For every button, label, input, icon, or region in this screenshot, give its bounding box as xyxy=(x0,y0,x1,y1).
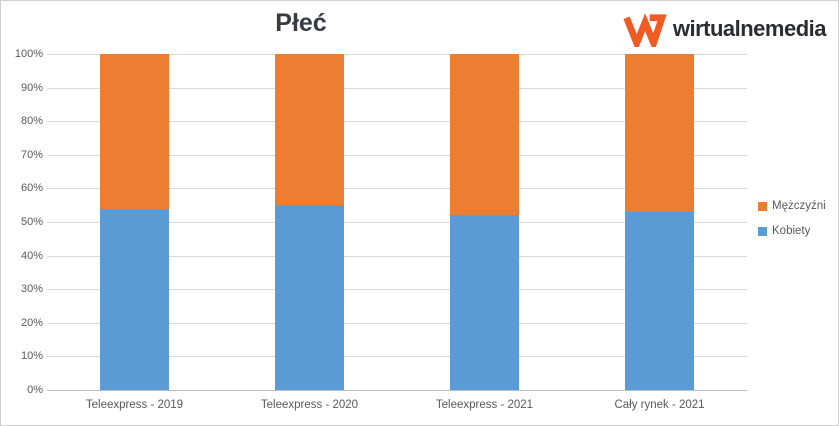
gridline xyxy=(47,222,747,223)
legend-swatch-icon xyxy=(758,226,767,236)
bar-segment-kobiety-2 xyxy=(275,205,344,390)
bar-segment-mężczyźni-4 xyxy=(625,54,694,212)
legend: Mężczyźni Kobiety xyxy=(758,200,826,250)
wirtualnemedia-logo: wirtualnemedia xyxy=(621,11,827,47)
gridline xyxy=(47,188,747,190)
wirtualnemedia-logo-icon xyxy=(623,13,667,47)
y-axis-label: 60% xyxy=(20,182,43,195)
logo-text: wirtualnemedia xyxy=(672,16,827,41)
gridline xyxy=(47,154,747,156)
y-axis-label: 20% xyxy=(20,316,43,329)
legend-label: Kobiety xyxy=(772,225,811,237)
bar-segment-mężczyźni-2 xyxy=(275,54,344,206)
gridline xyxy=(47,54,747,55)
legend-item-kobiety: Kobiety xyxy=(758,225,826,237)
gridline xyxy=(47,255,747,257)
bar-segment-mężczyźni-1 xyxy=(100,54,169,209)
x-axis-label: Teleexpress - 2020 xyxy=(260,399,359,411)
plot-area xyxy=(47,54,747,391)
y-axis-label: 80% xyxy=(20,115,43,128)
y-axis-label: 90% xyxy=(20,81,43,94)
gridline xyxy=(47,322,747,324)
logo-w-mark xyxy=(623,13,667,47)
x-axis-label: Cały rynek - 2021 xyxy=(614,399,705,411)
y-axis-label: 70% xyxy=(20,148,43,161)
bar-segment-kobiety-1 xyxy=(100,208,169,390)
y-axis-label: 100% xyxy=(14,48,43,60)
gridline xyxy=(47,356,747,358)
legend-item-mężczyźni: Mężczyźni xyxy=(758,200,826,212)
y-axis-label: 30% xyxy=(20,283,43,296)
x-axis-label: Teleexpress - 2019 xyxy=(85,399,184,411)
gridline xyxy=(47,87,747,89)
x-axis-line xyxy=(47,390,747,391)
bar-segment-mężczyźni-3 xyxy=(450,54,519,216)
chart-title: Płeć xyxy=(275,9,327,37)
legend-swatch-icon xyxy=(758,201,767,211)
gridline xyxy=(47,121,747,123)
y-axis-label: 0% xyxy=(27,384,43,396)
x-axis-label: Teleexpress - 2021 xyxy=(435,399,534,411)
bar-segment-kobiety-3 xyxy=(450,215,519,390)
y-axis-label: 50% xyxy=(20,216,43,228)
y-axis-label: 10% xyxy=(20,350,43,363)
gridline xyxy=(47,289,747,291)
legend-label: Mężczyźni xyxy=(772,200,826,212)
bar-segment-kobiety-4 xyxy=(625,211,694,390)
y-axis-label: 40% xyxy=(20,249,43,262)
